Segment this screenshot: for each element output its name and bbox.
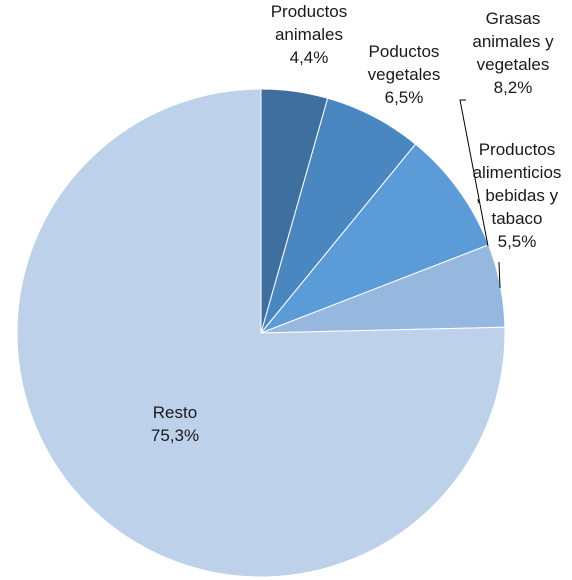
slice-labels: Productos animales 4,4% Poductos vegetales 6,… bbox=[151, 2, 562, 445]
slice-label-line: Grasas bbox=[486, 9, 541, 28]
slice-label-line: animales bbox=[275, 25, 343, 44]
slice-value-productos-animales: 4,4% bbox=[290, 48, 329, 67]
slice-value-resto: 75,3% bbox=[151, 426, 199, 445]
slice-label-resto: Resto 75,3% bbox=[151, 403, 199, 445]
leader-line-alimenticios bbox=[498, 261, 501, 289]
slice-label-line: vegetales bbox=[368, 65, 441, 84]
slice-label-line: , bebidas y bbox=[476, 186, 559, 205]
slice-label-grasas: Grasas animales y vegetales 8,2% bbox=[472, 9, 554, 97]
slice-value-productos-vegetales: 6,5% bbox=[385, 88, 424, 107]
slice-label-alimenticios: Productos alimenticios , bebidas y tabaco 5,… bbox=[473, 140, 562, 251]
slice-label-productos-vegetales: Poductos vegetales 6,5% bbox=[368, 42, 441, 107]
slice-value-grasas: 8,2% bbox=[494, 78, 533, 97]
slice-label-line: animales y bbox=[472, 32, 554, 51]
slice-label-line: alimenticios bbox=[473, 163, 562, 182]
slice-label-line: Productos bbox=[479, 140, 556, 159]
slice-value-alimenticios: 5,5% bbox=[498, 232, 537, 251]
slice-label-line: vegetales bbox=[477, 55, 550, 74]
slice-label-line: Resto bbox=[153, 403, 197, 422]
leader-line-grasas bbox=[459, 99, 489, 247]
leader-lines bbox=[459, 99, 501, 289]
slice-label-line: tabaco bbox=[491, 209, 542, 228]
slice-label-line: Productos bbox=[271, 2, 348, 21]
slice-label-productos-animales: Productos animales 4,4% bbox=[271, 2, 348, 67]
pie-slice-resto bbox=[16, 88, 506, 578]
pie-slices bbox=[16, 88, 506, 578]
slice-label-line: Poductos bbox=[369, 42, 440, 61]
